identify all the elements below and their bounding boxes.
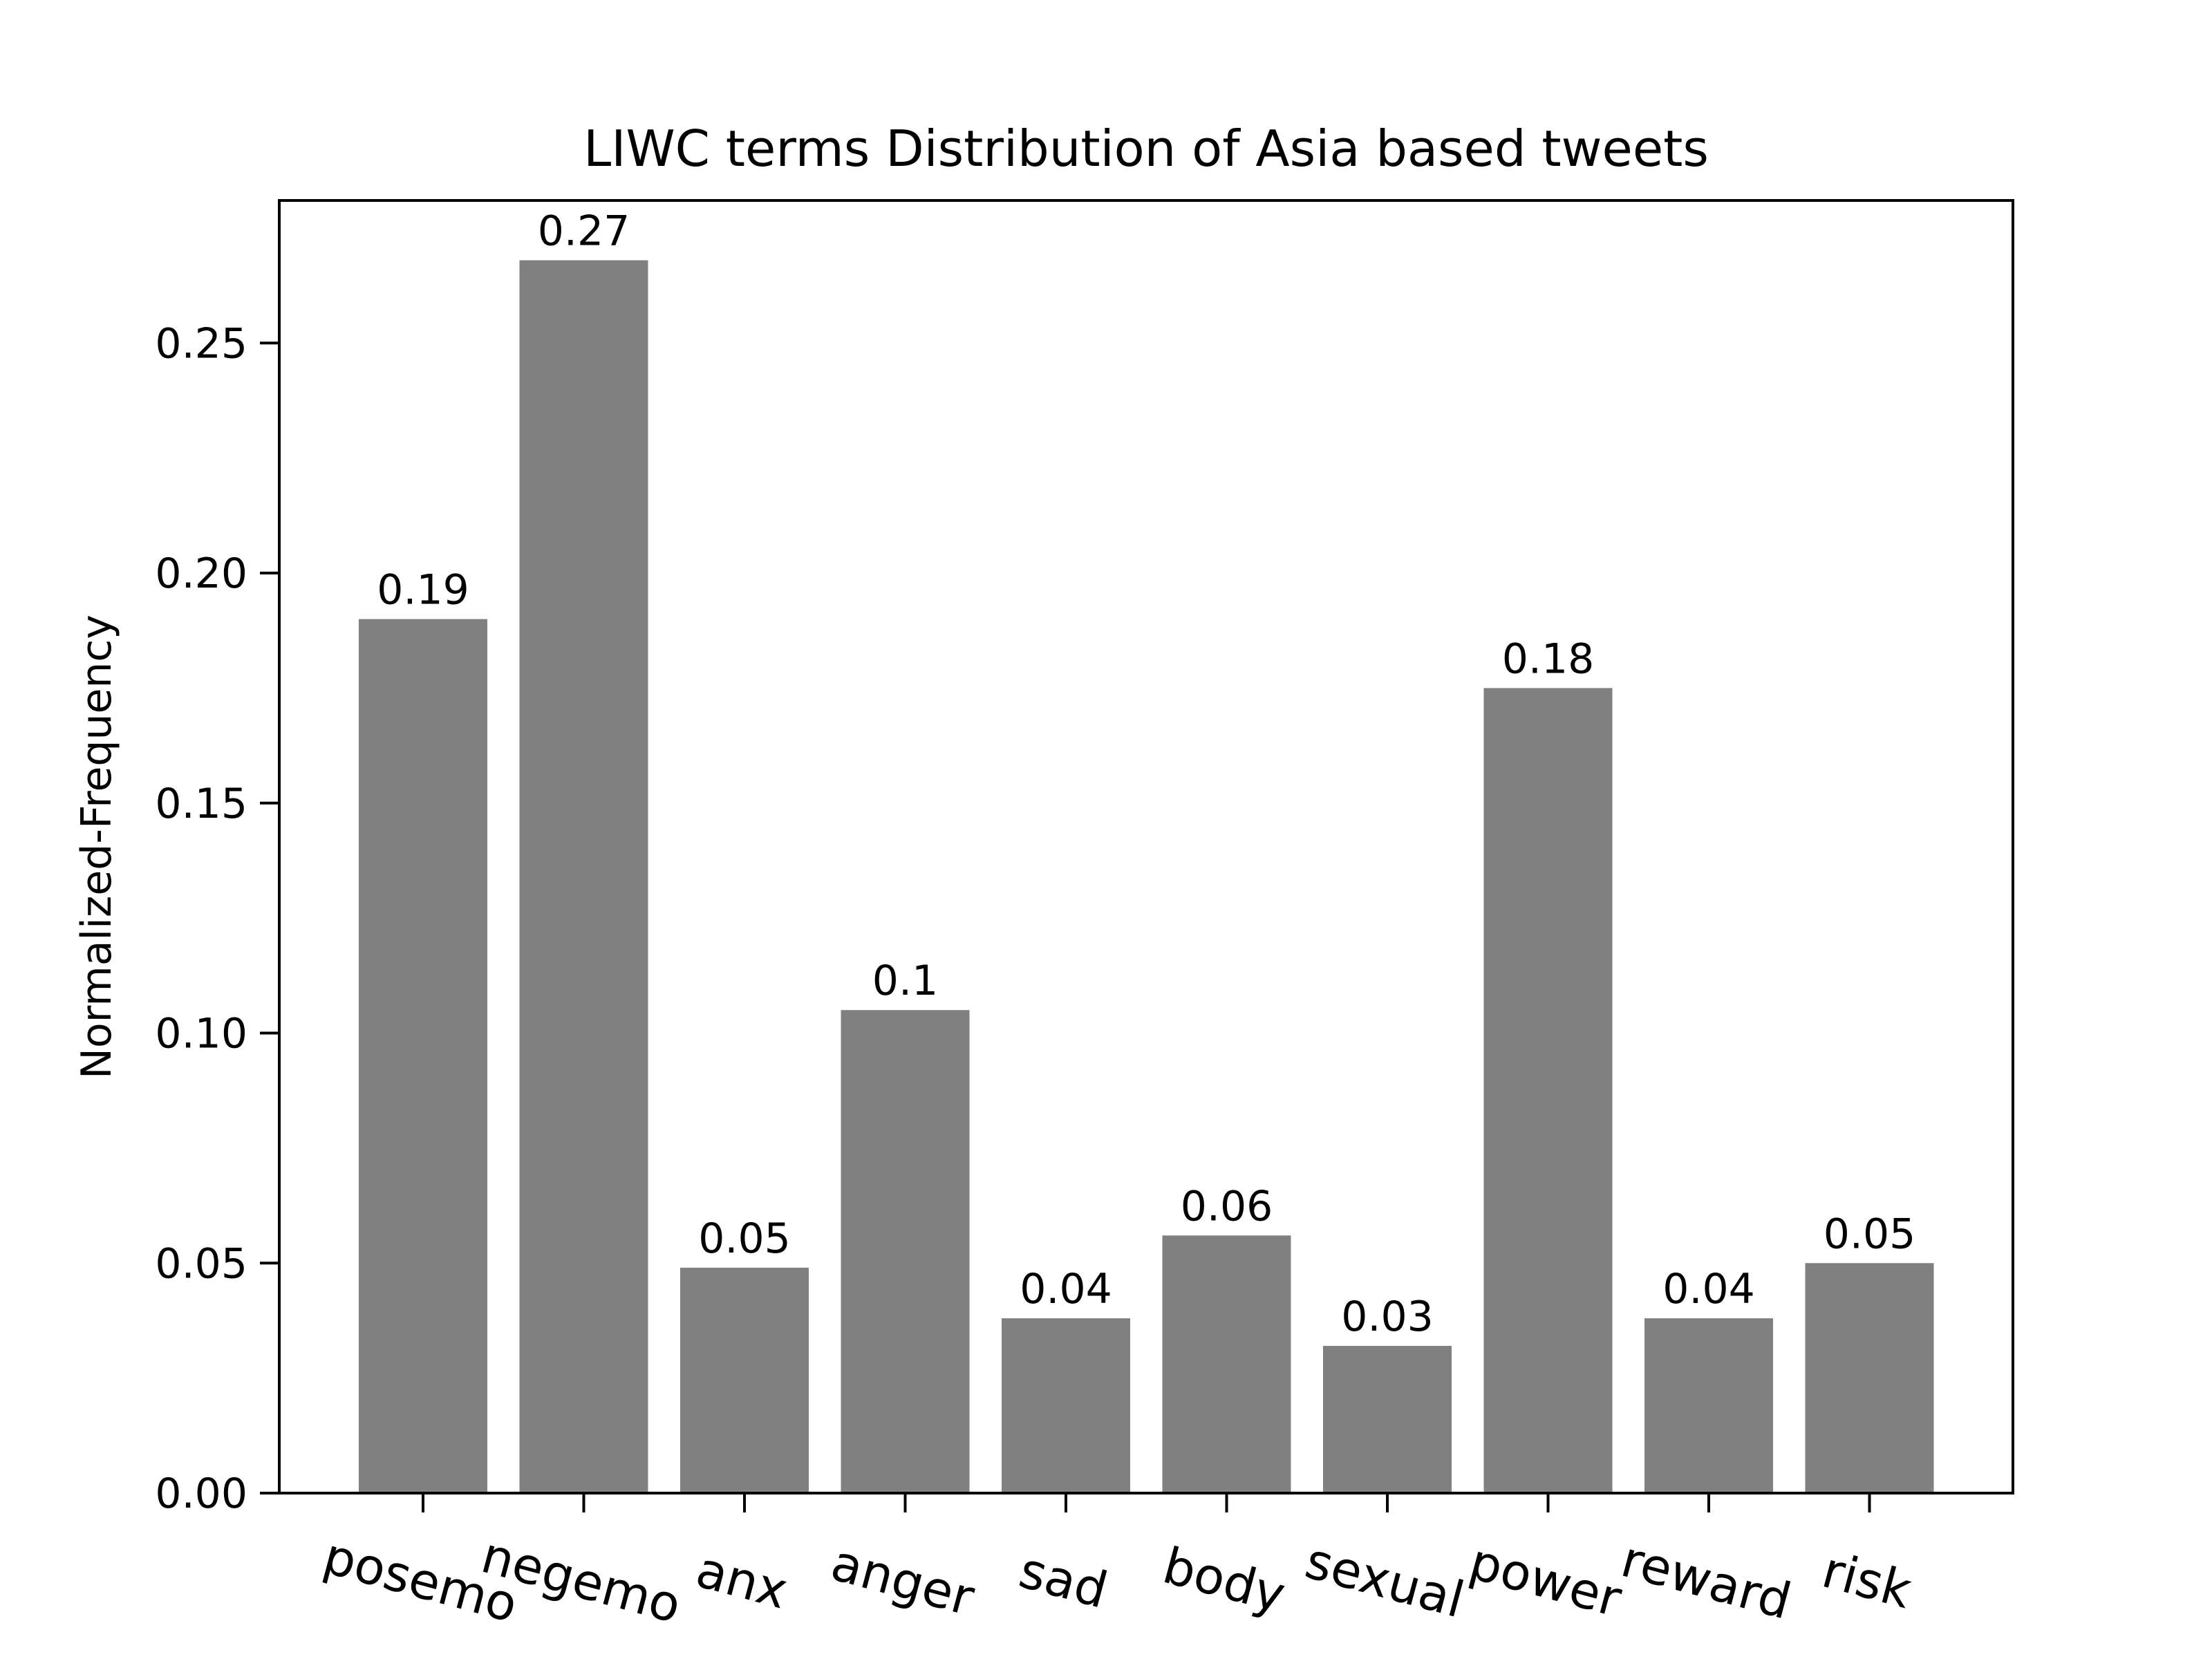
bars-group (359, 260, 1934, 1494)
bar-sexual (1323, 1346, 1452, 1493)
x-tick-label-risk: risk (1817, 1541, 1918, 1620)
x-tick-label-sexual: sexual (1300, 1531, 1470, 1629)
y-tick-label: 0.05 (155, 1239, 247, 1288)
data-label-reward: 0.04 (1662, 1265, 1755, 1313)
data-label-negemo: 0.27 (538, 207, 630, 256)
bar-anx (680, 1267, 809, 1493)
data-label-risk: 0.05 (1824, 1210, 1916, 1258)
y-axis-ticks: 0.00 0.05 0.10 0.15 0.20 0.25 (155, 319, 279, 1518)
bar-power (1483, 688, 1613, 1494)
bar-anger (841, 1010, 970, 1493)
x-tick-label-power: power (1464, 1532, 1628, 1628)
bar-sad (1002, 1318, 1130, 1493)
data-label-sad: 0.04 (1020, 1265, 1112, 1313)
x-tick-label-reward: reward (1615, 1530, 1797, 1631)
chart-title: LIWC terms Distribution of Asia based tw… (583, 120, 1709, 178)
plot-area-frame (278, 199, 2014, 1494)
x-tick-label-body: body (1157, 1536, 1291, 1624)
y-tick-label: 0.10 (155, 1010, 247, 1058)
data-label-anger: 0.1 (872, 957, 938, 1005)
bar-risk (1805, 1263, 1934, 1493)
bar-reward (1644, 1318, 1773, 1493)
bar-negemo (519, 260, 648, 1493)
bar-body (1162, 1235, 1291, 1493)
y-tick-label: 0.00 (155, 1470, 247, 1518)
y-tick-label: 0.15 (155, 780, 247, 828)
data-label-sexual: 0.03 (1341, 1293, 1434, 1341)
data-labels-group: 0.19 0.27 0.05 0.1 0.04 0.06 0.03 0.18 0.04 0.05 (377, 207, 1915, 1342)
x-tick-label-sad: sad (1013, 1541, 1114, 1620)
bar-posemo (359, 619, 487, 1493)
x-tick-label-anger: anger (825, 1533, 980, 1627)
y-tick-label: 0.25 (155, 319, 247, 368)
x-tick-label-anx: anx (691, 1540, 794, 1620)
y-tick-label: 0.20 (155, 550, 247, 598)
data-label-anx: 0.05 (698, 1215, 791, 1263)
data-label-body: 0.06 (1181, 1182, 1273, 1230)
y-axis-label: Normalized-Frequency (73, 615, 121, 1079)
data-label-power: 0.18 (1502, 635, 1595, 683)
data-label-posemo: 0.19 (377, 566, 469, 615)
